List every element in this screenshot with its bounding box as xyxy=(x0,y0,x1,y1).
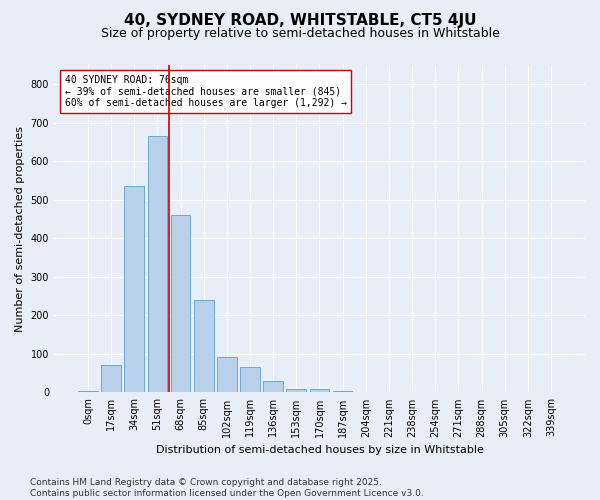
Bar xyxy=(170,215,190,392)
Bar xyxy=(78,390,98,392)
Bar xyxy=(310,390,329,392)
Bar xyxy=(124,186,144,392)
Text: 40 SYDNEY ROAD: 76sqm
← 39% of semi-detached houses are smaller (845)
60% of sem: 40 SYDNEY ROAD: 76sqm ← 39% of semi-deta… xyxy=(65,75,347,108)
X-axis label: Distribution of semi-detached houses by size in Whitstable: Distribution of semi-detached houses by … xyxy=(155,445,484,455)
Bar xyxy=(286,388,306,392)
Text: Contains HM Land Registry data © Crown copyright and database right 2025.
Contai: Contains HM Land Registry data © Crown c… xyxy=(30,478,424,498)
Bar xyxy=(194,300,214,392)
Bar xyxy=(148,136,167,392)
Bar xyxy=(263,381,283,392)
Bar xyxy=(333,390,352,392)
Text: 40, SYDNEY ROAD, WHITSTABLE, CT5 4JU: 40, SYDNEY ROAD, WHITSTABLE, CT5 4JU xyxy=(124,12,476,28)
Bar xyxy=(101,364,121,392)
Bar xyxy=(240,368,260,392)
Bar xyxy=(217,356,236,392)
Text: Size of property relative to semi-detached houses in Whitstable: Size of property relative to semi-detach… xyxy=(101,28,499,40)
Y-axis label: Number of semi-detached properties: Number of semi-detached properties xyxy=(15,126,25,332)
